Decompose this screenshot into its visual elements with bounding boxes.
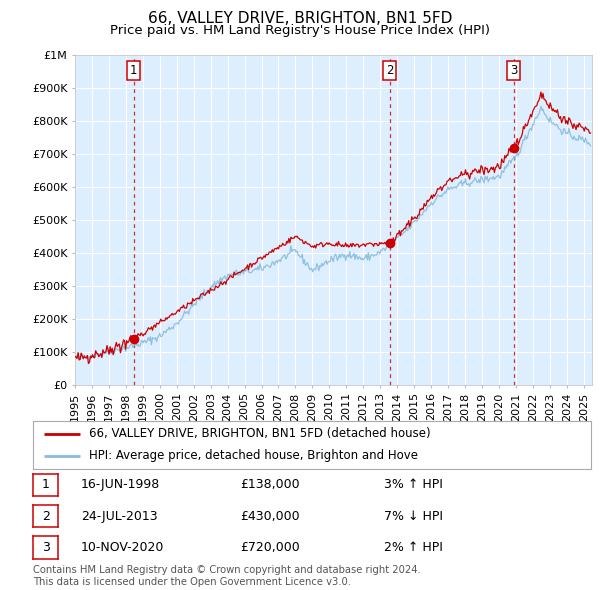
Text: HPI: Average price, detached house, Brighton and Hove: HPI: Average price, detached house, Brig… [89,450,418,463]
Text: 3% ↑ HPI: 3% ↑ HPI [384,478,443,491]
Text: 2% ↑ HPI: 2% ↑ HPI [384,541,443,554]
Text: Price paid vs. HM Land Registry's House Price Index (HPI): Price paid vs. HM Land Registry's House … [110,24,490,37]
Text: 7% ↓ HPI: 7% ↓ HPI [384,510,443,523]
Text: 3: 3 [41,541,50,554]
Text: £430,000: £430,000 [240,510,299,523]
Text: 66, VALLEY DRIVE, BRIGHTON, BN1 5FD: 66, VALLEY DRIVE, BRIGHTON, BN1 5FD [148,11,452,25]
Text: 2: 2 [41,510,50,523]
Text: 3: 3 [510,64,517,77]
Text: 1: 1 [41,478,50,491]
Text: £720,000: £720,000 [240,541,300,554]
Text: £138,000: £138,000 [240,478,299,491]
Text: Contains HM Land Registry data © Crown copyright and database right 2024.
This d: Contains HM Land Registry data © Crown c… [33,565,421,587]
Text: 2: 2 [386,64,394,77]
Text: 10-NOV-2020: 10-NOV-2020 [81,541,164,554]
Text: 66, VALLEY DRIVE, BRIGHTON, BN1 5FD (detached house): 66, VALLEY DRIVE, BRIGHTON, BN1 5FD (det… [89,427,430,440]
Text: 24-JUL-2013: 24-JUL-2013 [81,510,158,523]
Text: 16-JUN-1998: 16-JUN-1998 [81,478,160,491]
Text: 1: 1 [130,64,137,77]
